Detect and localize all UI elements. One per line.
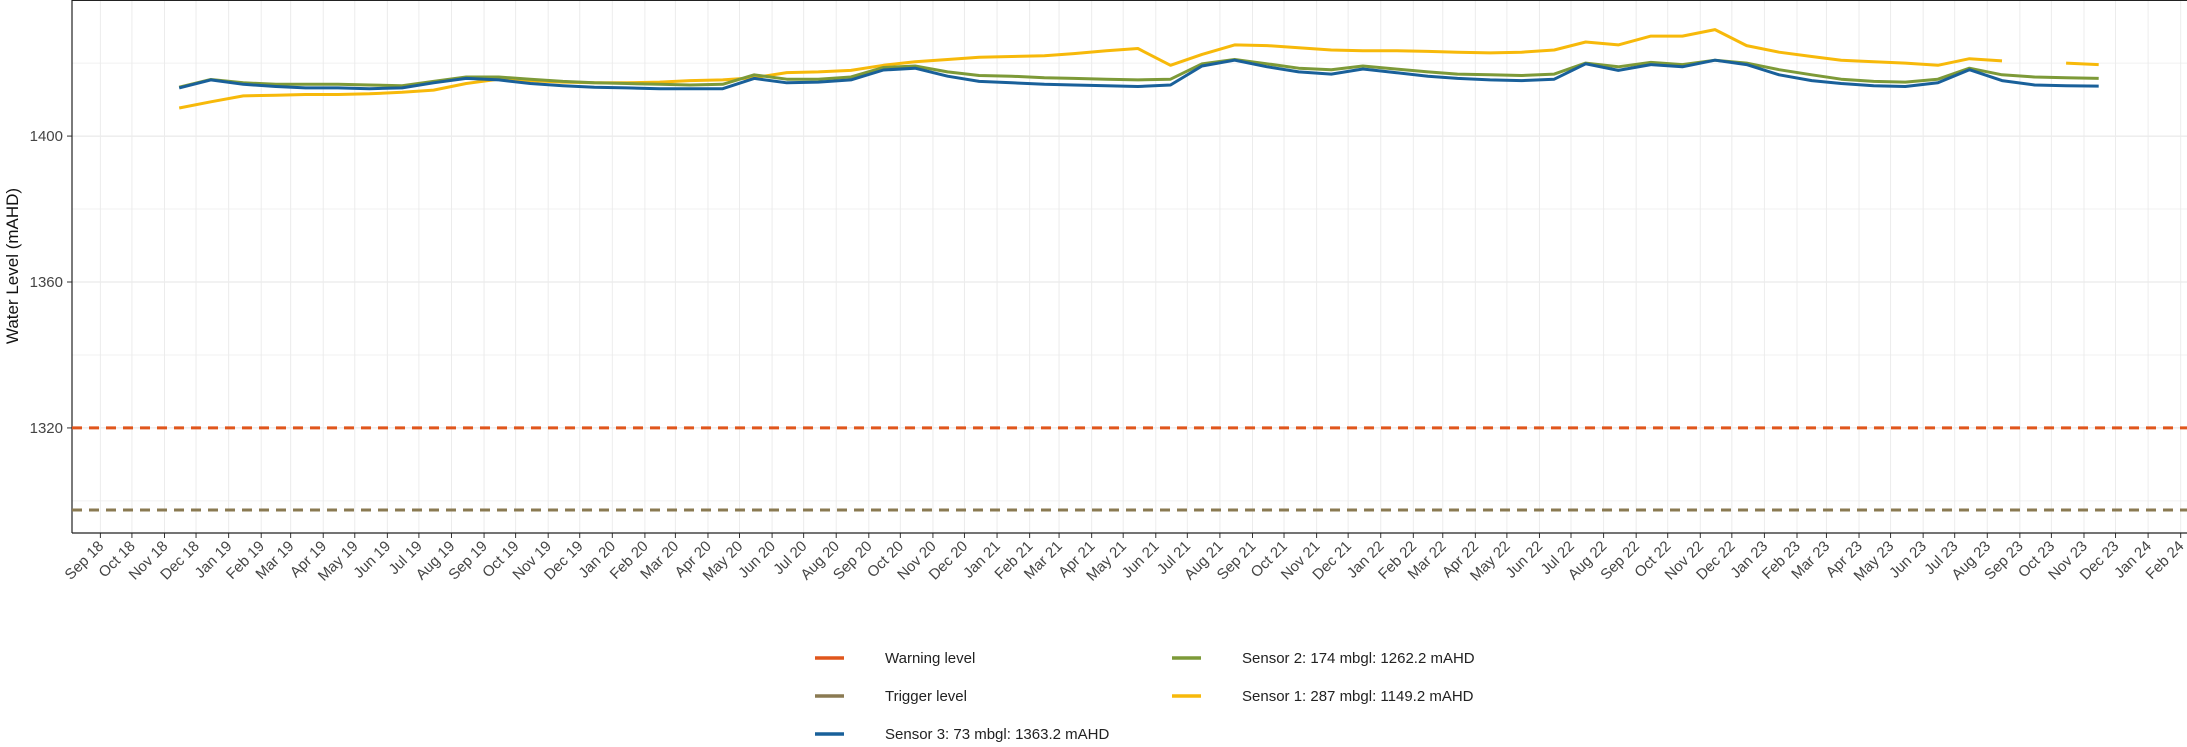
y-tick-label: 1400	[30, 128, 63, 145]
x-tick-label: Jun 23	[1886, 538, 1930, 582]
x-tick-label: Jun 22	[1502, 538, 1546, 582]
legend-label: Sensor 1: 287 mbgl: 1149.2 mAHD	[1242, 688, 1474, 705]
legend-label: Warning level	[885, 650, 975, 667]
legend-label: Sensor 2: 174 mbgl: 1262.2 mAHD	[1242, 650, 1475, 667]
legend: Warning level Trigger level Sensor 3: 73 m…	[815, 650, 1475, 743]
x-tick-label: Jun 20	[735, 538, 779, 582]
x-tick-label: Sep 18	[62, 538, 108, 584]
x-tick-label: Jun 21	[1119, 538, 1163, 582]
series-line	[178, 58, 2099, 91]
x-tick-label: Jun 19	[350, 538, 394, 582]
series-line	[178, 58, 2099, 89]
plot-background	[72, 0, 2187, 533]
y-tick-label: 1320	[30, 420, 63, 437]
legend-label: Trigger level	[885, 688, 967, 705]
y-axis-label: Water Level (mAHD)	[3, 188, 22, 344]
y-tick-label: 1360	[30, 274, 63, 291]
series-line	[178, 28, 2099, 110]
legend-label: Sensor 3: 73 mbgl: 1363.2 mAHD	[885, 726, 1109, 743]
